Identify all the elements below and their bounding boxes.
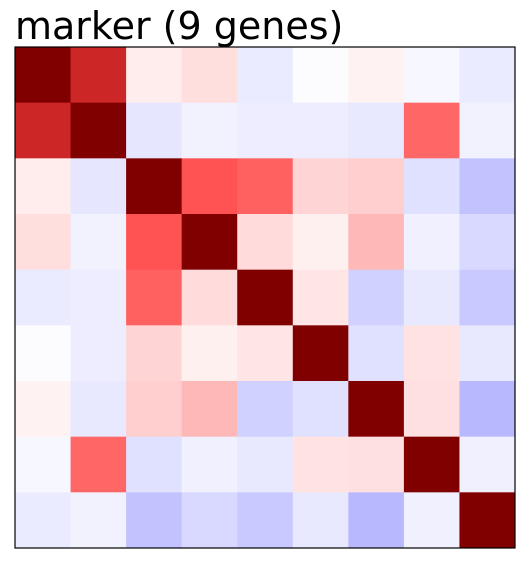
heatmap-cell-r6-c8	[459, 381, 516, 438]
heatmap-cell-r8-c6	[348, 492, 405, 549]
heatmap-cell-r6-c4	[237, 381, 294, 438]
heatmap-cell-r2-c2	[126, 158, 183, 215]
heatmap-cell-r7-c3	[181, 436, 238, 493]
heatmap-cell-r2-c5	[292, 158, 349, 215]
heatmap-cell-r0-c0	[15, 47, 72, 104]
heatmap-cell-r5-c4	[237, 325, 294, 382]
heatmap-cell-r2-c1	[70, 158, 127, 215]
heatmap-cell-r5-c6	[348, 325, 405, 382]
heatmap-cell-r7-c6	[348, 436, 405, 493]
heatmap-cell-r3-c8	[459, 214, 516, 271]
heatmap-cell-r1-c1	[70, 102, 127, 159]
heatmap-cell-r4-c8	[459, 269, 516, 326]
heatmap-cell-r3-c6	[348, 214, 405, 271]
heatmap-cell-r7-c4	[237, 436, 294, 493]
heatmap-cell-r5-c0	[15, 325, 72, 382]
heatmap-cell-r8-c3	[181, 492, 238, 549]
heatmap-cell-r1-c8	[459, 102, 516, 159]
heatmap-cell-r6-c1	[70, 381, 127, 438]
heatmap-cell-r5-c5	[292, 325, 349, 382]
heatmap-cell-r6-c2	[126, 381, 183, 438]
heatmap-cell-r7-c5	[292, 436, 349, 493]
heatmap-cell-r4-c1	[70, 269, 127, 326]
heatmap-cell-r1-c3	[181, 102, 238, 159]
heatmap-cell-r2-c8	[459, 158, 516, 215]
heatmap-cell-r5-c1	[70, 325, 127, 382]
heatmap-cell-r1-c4	[237, 102, 294, 159]
heatmap-cell-r1-c2	[126, 102, 183, 159]
heatmap-cell-r0-c5	[292, 47, 349, 104]
heatmap-cell-r3-c2	[126, 214, 183, 271]
heatmap-cell-r4-c0	[15, 269, 72, 326]
heatmap-cells	[15, 47, 516, 549]
heatmap-cell-r3-c4	[237, 214, 294, 271]
heatmap-cell-r0-c6	[348, 47, 405, 104]
heatmap-cell-r8-c4	[237, 492, 294, 549]
heatmap-cell-r3-c3	[181, 214, 238, 271]
heatmap-cell-r3-c7	[403, 214, 460, 271]
heatmap-cell-r7-c1	[70, 436, 127, 493]
heatmap-cell-r0-c4	[237, 47, 294, 104]
heatmap-cell-r1-c0	[15, 102, 72, 159]
heatmap-cell-r2-c4	[237, 158, 294, 215]
heatmap-cell-r2-c3	[181, 158, 238, 215]
heatmap-cell-r8-c2	[126, 492, 183, 549]
heatmap-cell-r0-c1	[70, 47, 127, 104]
heatmap-cell-r5-c3	[181, 325, 238, 382]
heatmap-cell-r4-c3	[181, 269, 238, 326]
heatmap-cell-r0-c2	[126, 47, 183, 104]
heatmap-cell-r6-c7	[403, 381, 460, 438]
heatmap-cell-r5-c7	[403, 325, 460, 382]
heatmap-cell-r1-c7	[403, 102, 460, 159]
heatmap-cell-r0-c7	[403, 47, 460, 104]
heatmap-cell-r2-c6	[348, 158, 405, 215]
heatmap-cell-r7-c7	[403, 436, 460, 493]
heatmap-cell-r4-c4	[237, 269, 294, 326]
heatmap-cell-r8-c5	[292, 492, 349, 549]
heatmap-cell-r8-c0	[15, 492, 72, 549]
heatmap-cell-r6-c6	[348, 381, 405, 438]
heatmap-cell-r2-c0	[15, 158, 72, 215]
heatmap-cell-r3-c5	[292, 214, 349, 271]
heatmap-cell-r7-c0	[15, 436, 72, 493]
heatmap-cell-r8-c7	[403, 492, 460, 549]
heatmap-cell-r4-c7	[403, 269, 460, 326]
heatmap-cell-r7-c2	[126, 436, 183, 493]
heatmap-cell-r6-c5	[292, 381, 349, 438]
heatmap-cell-r4-c2	[126, 269, 183, 326]
heatmap-cell-r1-c6	[348, 102, 405, 159]
heatmap-cell-r4-c5	[292, 269, 349, 326]
heatmap-cell-r0-c3	[181, 47, 238, 104]
heatmap-cell-r2-c7	[403, 158, 460, 215]
heatmap-cell-r3-c0	[15, 214, 72, 271]
heatmap-cell-r8-c8	[459, 492, 516, 549]
heatmap-cell-r6-c0	[15, 381, 72, 438]
heatmap-cell-r8-c1	[70, 492, 127, 549]
plot-frame	[14, 46, 516, 549]
heatmap-cell-r6-c3	[181, 381, 238, 438]
heatmap-cell-r5-c2	[126, 325, 183, 382]
chart-title: marker (9 genes)	[15, 4, 344, 48]
heatmap-cell-r3-c1	[70, 214, 127, 271]
heatmap-cell-r0-c8	[459, 47, 516, 104]
heatmap-cell-r5-c8	[459, 325, 516, 382]
heatmap-cell-r1-c5	[292, 102, 349, 159]
heatmap-cell-r7-c8	[459, 436, 516, 493]
heatmap-cell-r4-c6	[348, 269, 405, 326]
